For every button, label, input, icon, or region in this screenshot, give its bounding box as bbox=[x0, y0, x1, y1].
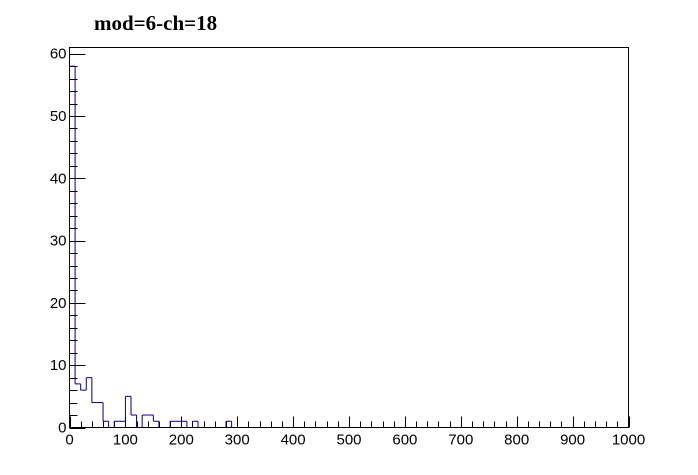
histogram bbox=[69, 65, 233, 428]
y-tick-label: 30 bbox=[50, 233, 67, 250]
x-tick-label: 400 bbox=[281, 432, 306, 449]
x-tick-label: 200 bbox=[169, 432, 194, 449]
y-tick-label: 60 bbox=[50, 46, 67, 63]
y-tick-label: 50 bbox=[50, 108, 67, 125]
y-axis: 0 10 20 30 40 50 60 bbox=[50, 46, 86, 437]
y-tick-label: 40 bbox=[50, 170, 67, 187]
x-tick-label: 600 bbox=[392, 432, 417, 449]
x-tick-label: 700 bbox=[448, 432, 473, 449]
y-tick-label: 20 bbox=[50, 295, 67, 312]
plot-frame bbox=[69, 47, 629, 428]
x-tick-label: 800 bbox=[504, 432, 529, 449]
x-tick-label: 1000 bbox=[612, 432, 645, 449]
y-tick-label: 0 bbox=[58, 420, 66, 437]
x-tick-label: 0 bbox=[65, 432, 73, 449]
chart-title: mod=6-ch=18 bbox=[94, 11, 218, 35]
x-tick-label: 900 bbox=[560, 432, 585, 449]
x-tick-label: 500 bbox=[336, 432, 361, 449]
x-tick-label: 100 bbox=[113, 432, 138, 449]
y-tick-label: 10 bbox=[50, 357, 67, 374]
x-axis: 0 100 200 300 400 500 600 700 800 900 1000 bbox=[65, 416, 645, 449]
x-tick-label: 300 bbox=[225, 432, 250, 449]
